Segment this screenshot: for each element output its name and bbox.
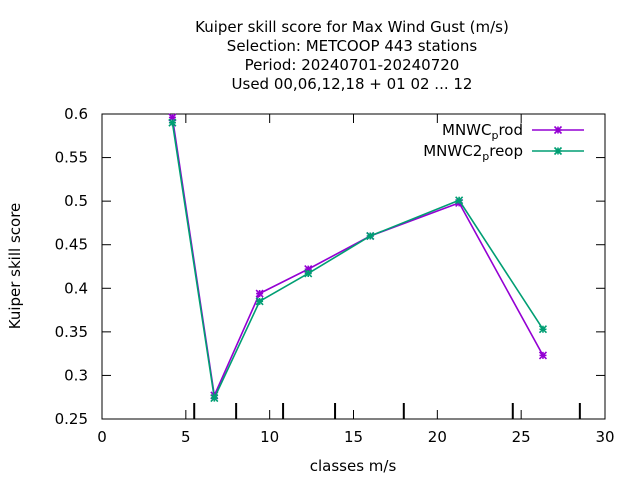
data-point (255, 289, 264, 298)
title-line-1: Kuiper skill score for Max Wind Gust (m/… (195, 18, 509, 36)
data-point (538, 325, 548, 334)
legend-label: MNWCprod (442, 121, 523, 142)
y-tick-label: 0.45 (55, 236, 88, 254)
title-line-2: Selection: METCOOP 443 stations (227, 37, 478, 55)
x-axis-label: classes m/s (310, 457, 397, 475)
x-tick-label: 5 (181, 428, 191, 446)
data-point (304, 265, 313, 274)
axis-ticks: 0.25 0.3 0.35 0.4 0.45 0.5 0.55 0.6 0 5 10 15 20 25 30 (55, 105, 615, 446)
data-point (304, 269, 313, 278)
data-point (168, 118, 177, 127)
chart-title: Kuiper skill score for Max Wind Gust (m/… (195, 18, 509, 93)
y-tick-label: 0.35 (55, 323, 88, 341)
y-tick-label: 0.55 (55, 149, 88, 167)
y-axis-label: Kuiper skill score (6, 203, 24, 330)
legend-item: MNWCprod (442, 121, 584, 142)
x-tick-label: 15 (344, 428, 363, 446)
legend-label: MNWC2preop (423, 142, 523, 163)
series-line (171, 122, 544, 401)
data-point (538, 351, 548, 360)
data-point (168, 113, 177, 122)
y-tick-label: 0.25 (55, 410, 88, 428)
title-line-4: Used 00,06,12,18 + 01 02 ... 12 (232, 75, 473, 93)
legend-item: MNWC2preop (423, 142, 584, 163)
y-tick-label: 0.6 (64, 105, 88, 123)
title-line-3: Period: 20240701-20240720 (245, 56, 460, 74)
data-point (210, 394, 219, 403)
series-mnwc2 (168, 118, 548, 403)
x-tick-label: 30 (595, 428, 614, 446)
data-point (366, 231, 375, 241)
x-tick-label: 25 (512, 428, 531, 446)
x-tick-label: 10 (260, 428, 279, 446)
class-limit-markers (193, 403, 581, 419)
data-point (455, 196, 464, 205)
x-tick-label: 0 (97, 428, 107, 446)
data-point (553, 125, 563, 135)
data-point (255, 297, 264, 306)
y-tick-label: 0.3 (64, 366, 88, 384)
x-tick-label: 20 (428, 428, 447, 446)
y-tick-label: 0.5 (64, 192, 88, 210)
series-layer (168, 113, 548, 403)
y-tick-label: 0.4 (64, 279, 88, 297)
data-point (553, 146, 563, 156)
